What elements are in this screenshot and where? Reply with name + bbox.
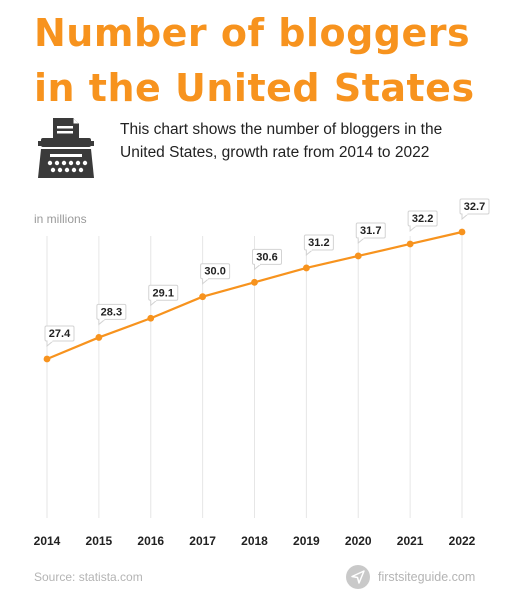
x-tick-label: 2022 — [449, 534, 476, 548]
data-label-text: 28.3 — [101, 306, 122, 318]
subtitle-line-2: United States, growth rate from 2014 to … — [120, 144, 430, 161]
x-tick-label: 2021 — [397, 534, 424, 548]
data-label-box — [44, 325, 75, 342]
data-point — [406, 240, 414, 248]
x-tick-label: 2014 — [34, 534, 61, 548]
data-label-text: 32.7 — [464, 201, 485, 213]
data-label-box — [200, 263, 231, 280]
data-label: 27.4 — [44, 325, 75, 348]
subtitle-line-1: This chart shows the number of bloggers … — [120, 121, 443, 138]
x-tick-label: 2017 — [189, 534, 216, 548]
data-point — [458, 228, 466, 236]
data-label-pointer — [409, 225, 417, 233]
title-line-1: Number of bloggers — [34, 11, 471, 55]
data-point — [147, 314, 155, 322]
data-label: 32.7 — [459, 198, 490, 221]
data-label-pointer — [202, 278, 209, 285]
series — [43, 228, 466, 363]
x-tick-label: 2016 — [137, 534, 164, 548]
data-label-pointer — [305, 249, 313, 257]
brand-name: firstsiteguide.com — [378, 570, 476, 584]
data-label-box — [96, 303, 127, 320]
source-credit: Source: statista.com — [34, 570, 143, 584]
data-label: 31.2 — [303, 234, 334, 257]
data-point — [43, 355, 51, 363]
data-label-pointer — [150, 299, 158, 307]
page-title: Number of bloggers in the United States — [34, 6, 475, 116]
data-label-text: 27.4 — [49, 328, 71, 340]
x-tick-label: 2020 — [345, 534, 372, 548]
data-label-pointer — [357, 237, 365, 245]
value-labels: 27.4 28.3 29.1 30.0 30.6 31.2 31.7 32.2 32.7 — [44, 198, 490, 348]
gridlines — [46, 236, 463, 518]
data-point — [251, 278, 258, 286]
x-tick-label: 2018 — [241, 534, 268, 548]
data-label-box — [148, 284, 179, 301]
data-label-text: 30.6 — [256, 251, 277, 263]
data-point — [95, 334, 103, 341]
data-label-box — [252, 248, 282, 265]
data-label-box — [459, 198, 490, 215]
data-label: 29.1 — [148, 284, 179, 307]
typewriter-icon — [38, 118, 94, 178]
paper-plane-icon — [346, 565, 370, 589]
chart-description: This chart shows the number of bloggers … — [120, 118, 490, 164]
data-label: 31.7 — [355, 222, 386, 245]
x-axis-tick-labels: 2014 2015 2016 2017 2018 2019 2020 2021 2022 — [34, 534, 476, 548]
brand-logo[interactable]: firstsiteguide.com — [346, 564, 475, 590]
data-label: 30.6 — [252, 248, 282, 271]
title-line-2: in the United States — [34, 66, 475, 110]
data-label-pointer — [46, 340, 54, 348]
data-label-box — [407, 210, 438, 227]
data-point — [302, 264, 310, 272]
data-label-pointer — [461, 213, 469, 221]
data-label: 28.3 — [96, 303, 127, 326]
data-label: 30.0 — [200, 263, 231, 285]
x-tick-label: 2019 — [293, 534, 320, 548]
data-label-text: 32.2 — [412, 213, 433, 225]
y-axis-unit-label: in millions — [34, 212, 87, 226]
data-label: 32.2 — [407, 210, 438, 233]
data-label-text: 29.1 — [153, 287, 174, 299]
data-label-text: 31.7 — [360, 225, 381, 237]
data-label-text: 30.0 — [204, 266, 225, 278]
data-label-box — [355, 222, 386, 239]
data-label-pointer — [254, 263, 261, 271]
data-label-pointer — [98, 319, 106, 326]
data-point — [199, 293, 207, 301]
data-point — [354, 252, 362, 260]
data-label-box — [303, 234, 334, 251]
data-label-text: 31.2 — [308, 237, 329, 249]
x-tick-label: 2015 — [86, 534, 113, 548]
